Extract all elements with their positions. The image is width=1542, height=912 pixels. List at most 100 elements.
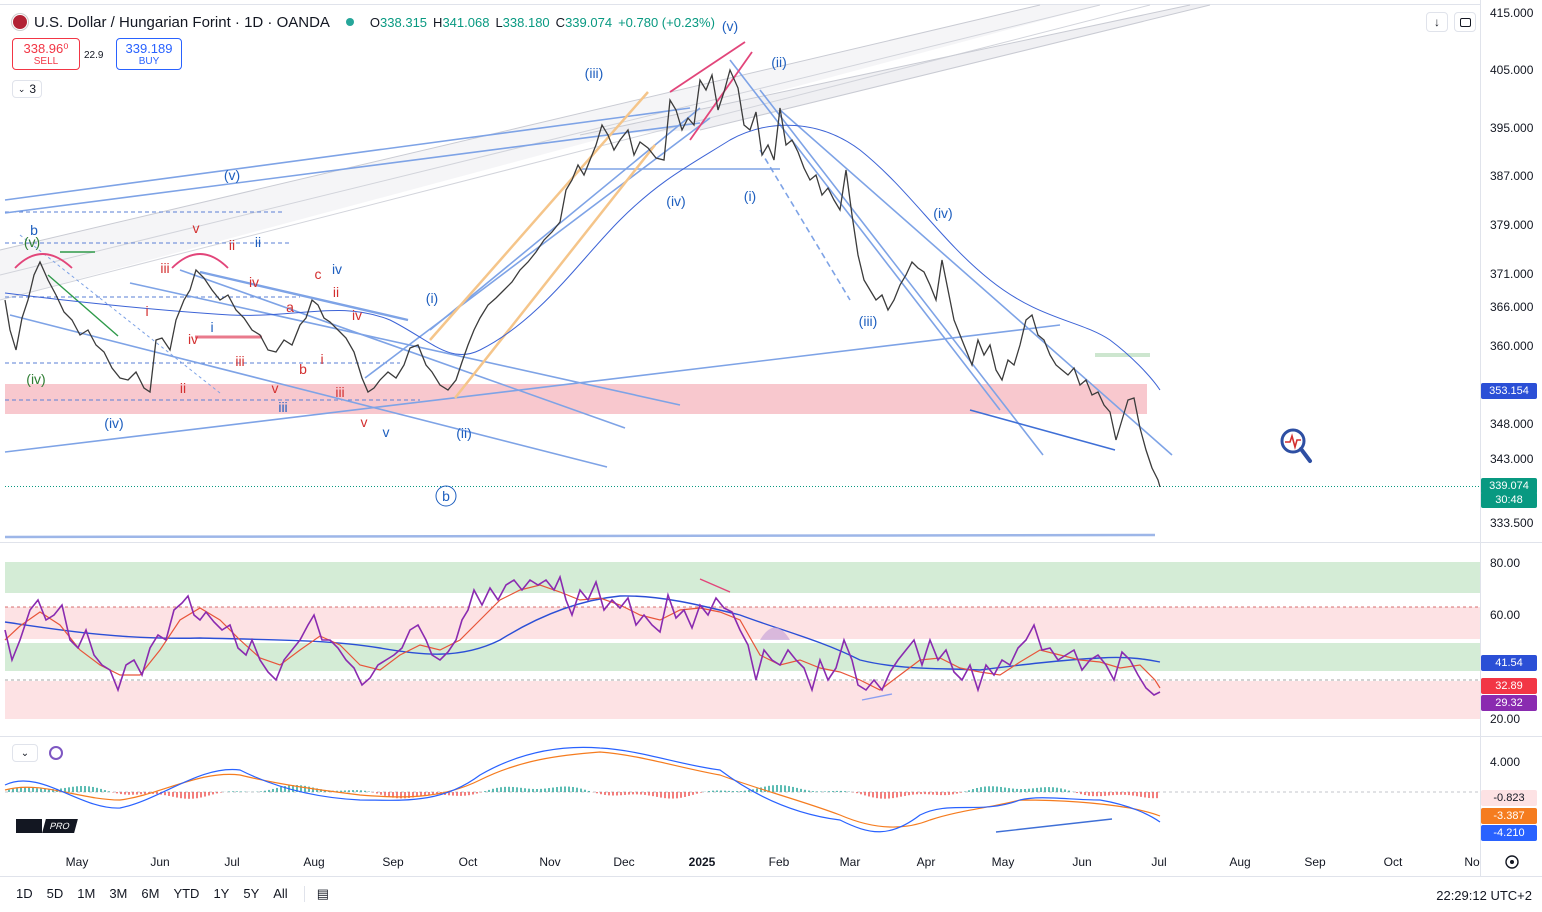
macd-hist-bar [748,790,750,792]
macd-hist-bar [192,792,194,799]
macd-hist-bar [464,792,466,796]
wave-label: (iv) [666,193,685,209]
macd-hist-bar [636,792,638,795]
time-tick: 2025 [689,855,716,869]
macd-hist-bar [604,792,606,795]
buy-button[interactable]: 339.189 BUY [116,38,182,70]
timeframe-3m[interactable]: 3M [109,886,128,901]
macd-hist-bar [692,792,694,795]
orange-channel[interactable] [429,91,656,399]
macd-hist-bar [724,790,726,792]
macd-hist-bar [284,786,286,792]
rsi-arc[interactable] [760,627,790,641]
macd-hist-bar [920,792,922,795]
macd-hist-bar [432,792,434,795]
sell-price: 338.96⁰ [23,41,69,56]
macd-collapse-button[interactable]: ⌄ [12,744,38,762]
macd-axis[interactable]: 4.000 [1490,755,1520,769]
ohlc-close: 339.074 [565,14,613,30]
macd-hist-bar [1040,787,1042,792]
rsi-div-line[interactable] [699,578,731,593]
fullscreen-button[interactable] [1454,12,1476,32]
macd-hist-bar [1012,788,1014,792]
macd-hist-bar [312,787,314,792]
timeframe-1m[interactable]: 1M [77,886,96,901]
macd-hist-bar [556,787,558,792]
timeframe-1y[interactable]: 1Y [213,886,230,901]
macd-hist-bar [836,790,838,792]
macd-hist-bar [120,792,122,795]
symbol-header[interactable]: U.S. Dollar / Hungarian Forint · 1D · OA… [12,12,715,32]
timeframe-6m[interactable]: 6M [141,886,160,901]
rsi-axis[interactable]: 80.00 60.00 20.00 [1490,556,1520,726]
macd-hist-bar [520,787,522,792]
macd-hist-bar [388,792,390,797]
trendlines[interactable] [4,59,1173,468]
fib-channel[interactable] [0,4,1211,301]
target-zone[interactable] [1095,353,1150,357]
symbol-title[interactable]: U.S. Dollar / Hungarian Forint · 1D · OA… [34,13,330,31]
wave-label: i [145,303,148,319]
macd-hist-bar [1108,792,1110,796]
support-zone[interactable] [5,384,1147,414]
macd-hist-bar [1128,792,1130,796]
sell-button[interactable]: 338.96⁰ SELL [12,38,80,70]
macd-hist-bar [232,791,234,792]
wave-label: iv [352,307,362,323]
macd-hist-bar [708,791,710,792]
macd-hist-bar [740,791,742,792]
download-button[interactable]: ↓ [1426,12,1448,32]
macd-hist-bar [296,785,298,792]
macd-hist-bar [1132,792,1134,796]
green-lines[interactable] [47,251,119,337]
gear-icon[interactable] [1505,855,1519,869]
rsi-ma-blue [4,595,1161,671]
macd-hist-bar [860,792,862,795]
wave-labels[interactable]: (v) b (iv) (iv) v ii ii iii iv i i ii iv… [24,18,953,504]
wave-label: (v) [722,18,738,34]
bottom-trendline[interactable] [4,533,1156,539]
pink-wedge[interactable] [14,41,753,269]
macd-hist-bar [476,792,478,794]
macd-hist-bar [104,790,106,792]
macd-hist-bar [984,786,986,792]
macd-line-label: -4.210 [1481,825,1537,841]
timeframe-ytd[interactable]: YTD [173,886,200,901]
macd-hist-bar [800,788,802,792]
wave-label: iii [335,384,344,400]
timeframe-all[interactable]: All [273,886,288,901]
calendar-icon[interactable]: ▤ [303,886,331,902]
refresh-icon[interactable] [49,746,63,760]
timeframe-5d[interactable]: 5D [46,886,64,901]
timeframe-5y[interactable]: 5Y [243,886,260,901]
price-tick: 333.500 [1490,516,1534,530]
macd-hist-bar [52,789,54,792]
macd-hist-bar [932,792,934,795]
macd-hist-bar [240,791,242,792]
price-axis[interactable]: 415.000 405.000 395.000 387.000 379.000 371.0… [1490,6,1534,530]
rsi-div-line2[interactable] [861,693,893,701]
macd-hist-bar [412,792,414,798]
macd-hist-bar [172,792,174,797]
indicators-toggle[interactable]: ⌄ 3 [12,80,42,98]
time-axis[interactable]: May Jun Jul Aug Sep Oct Nov Dec 2025 Feb Mar Apr May… [66,855,1480,869]
macd-div-line[interactable] [995,818,1113,833]
dashed-levels[interactable] [5,211,420,401]
tradingview-logo[interactable]: PRO [16,818,78,834]
macd-hist-bar [1156,792,1158,799]
clock[interactable]: 22:29:12 UTC+2 [1436,888,1532,903]
macd-hist-bar [16,787,18,792]
macd-hist-bar [492,788,494,792]
macd-hist-bar [936,792,938,795]
macd-hist-bar [1144,792,1146,798]
macd-hist-label: -0.823 [1481,790,1537,806]
analyze-icon[interactable] [1280,428,1312,463]
macd-hist-bar [736,791,738,792]
macd-hist-bar [48,789,50,792]
macd-hist-bar [196,792,198,799]
macd-hist-bar [588,790,590,792]
macd-hist-bar [136,792,138,795]
macd-hist-bar [876,792,878,799]
timeframe-1d[interactable]: 1D [16,886,33,901]
